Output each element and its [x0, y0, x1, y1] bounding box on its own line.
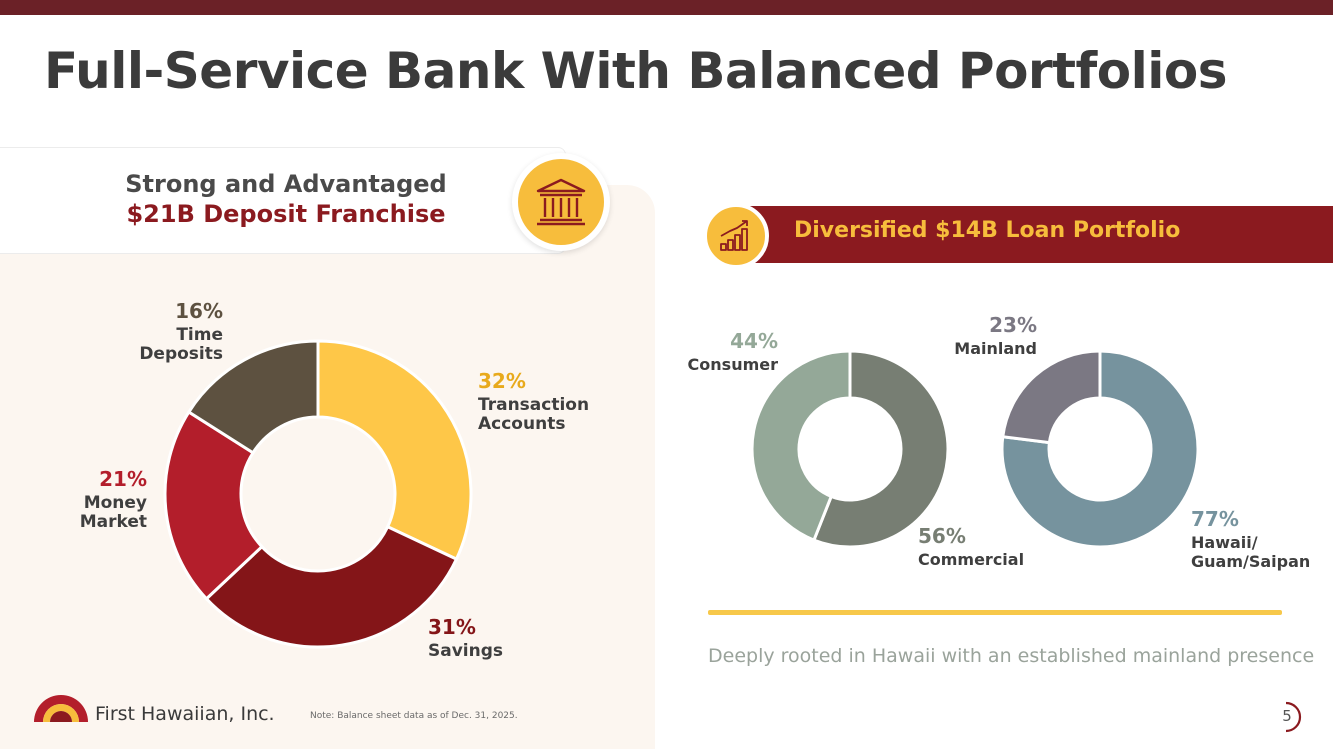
loan-type-slice-consumer [750, 349, 852, 543]
deposit-slice-time-deposits [186, 339, 320, 455]
deposit-slice-transaction-accounts [316, 339, 473, 562]
loan-geo-category-label: Guam/Saipan [1191, 552, 1310, 571]
deposit-heading-line1: Strong and Advantaged [125, 170, 447, 198]
deposit-pct-label: 31% [428, 615, 476, 639]
deposit-pct-label: 21% [99, 467, 147, 491]
bank-building-icon [536, 178, 586, 226]
page-number: 5 [1282, 707, 1292, 725]
deposit-category-label: Time [176, 325, 223, 345]
deposit-category-label: Deposits [139, 344, 223, 364]
loan-type-category-label: Commercial [918, 550, 1024, 569]
loan-type-category-label: Consumer [688, 355, 779, 374]
deposit-panel [0, 185, 655, 749]
company-name: First Hawaiian, Inc. [95, 703, 275, 725]
first-hawaiian-logo-icon [34, 695, 88, 722]
loan-geo-category-label: Hawaii/ [1191, 533, 1258, 552]
loan-geo-slice-mainland [1001, 349, 1102, 445]
deposit-category-label: Transaction [478, 395, 589, 415]
deposit-heading-line2: $21B Deposit Franchise [126, 200, 446, 228]
growth-chart-icon [720, 220, 748, 251]
loan-heading-banner [735, 206, 1333, 263]
deposit-slice-money-market [163, 409, 264, 601]
deposit-slice-savings [204, 524, 459, 649]
loan-type-slice-commercial [811, 349, 950, 549]
page-number-arc-icon [1285, 701, 1302, 733]
loan-type-pct-label: 56% [918, 524, 966, 548]
bank-building-badge [512, 153, 610, 251]
growth-chart-badge [703, 203, 769, 269]
loan-heading: Diversified $14B Loan Portfolio [794, 218, 1181, 243]
header-bar [0, 0, 1333, 15]
deposit-pct-label: 16% [175, 299, 223, 323]
section-divider [708, 610, 1282, 615]
deposit-category-label: Money [84, 493, 147, 513]
loan-geo-pct-label: 23% [989, 313, 1037, 337]
footnote: Note: Balance sheet data as of Dec. 31, … [310, 711, 518, 721]
deposit-category-label: Savings [428, 641, 503, 661]
deposit-category-label: Accounts [478, 414, 565, 434]
page-title: Full-Service Bank With Balanced Portfoli… [44, 42, 1227, 100]
deposit-category-label: Market [80, 512, 147, 532]
deposit-pct-label: 32% [478, 369, 526, 393]
loan-geo-category-label: Mainland [954, 339, 1037, 358]
loan-geo-slice-hawaii-guam-saipan [1000, 349, 1200, 549]
tagline: Deeply rooted in Hawaii with an establis… [708, 645, 1315, 667]
loan-geo-pct-label: 77% [1191, 507, 1239, 531]
loan-type-pct-label: 44% [730, 329, 778, 353]
